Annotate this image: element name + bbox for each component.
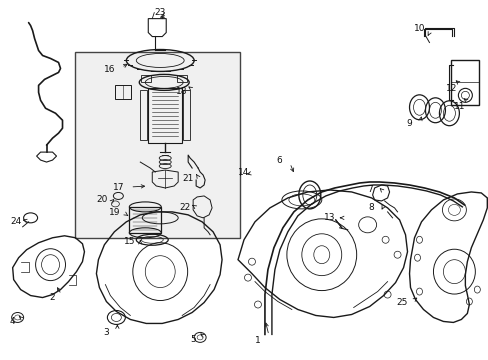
Text: 17: 17	[112, 184, 124, 193]
Bar	[75, 53, 240, 238]
Bar	[450, 60, 478, 105]
Text: 1: 1	[255, 336, 260, 345]
Bar	[115, 85, 131, 99]
Bar	[140, 90, 147, 140]
Bar	[129, 207, 161, 233]
Text: 15: 15	[123, 237, 135, 246]
Text: 20: 20	[97, 195, 108, 204]
Text: 23: 23	[154, 8, 165, 17]
Text: 11: 11	[453, 102, 464, 111]
Bar	[177, 75, 187, 82]
Bar	[148, 88, 182, 143]
Text: 22: 22	[179, 203, 190, 212]
Text: 18: 18	[176, 87, 187, 96]
Text: 7: 7	[366, 185, 372, 194]
Text: 5: 5	[190, 335, 196, 344]
Text: 2: 2	[50, 293, 55, 302]
Text: 16: 16	[103, 65, 115, 74]
Text: 13: 13	[324, 213, 335, 222]
Text: 21: 21	[182, 174, 193, 183]
Text: 24: 24	[10, 217, 21, 226]
Text: 12: 12	[445, 84, 456, 93]
Text: 4: 4	[10, 317, 16, 326]
Bar	[183, 90, 190, 140]
Text: 9: 9	[406, 119, 411, 128]
Text: 3: 3	[103, 328, 109, 337]
Text: 6: 6	[275, 156, 281, 165]
Bar	[141, 75, 151, 82]
Text: 10: 10	[413, 24, 425, 33]
Text: 14: 14	[238, 167, 249, 176]
Text: 25: 25	[395, 298, 407, 307]
Text: 8: 8	[368, 203, 374, 212]
Text: 19: 19	[108, 208, 120, 217]
